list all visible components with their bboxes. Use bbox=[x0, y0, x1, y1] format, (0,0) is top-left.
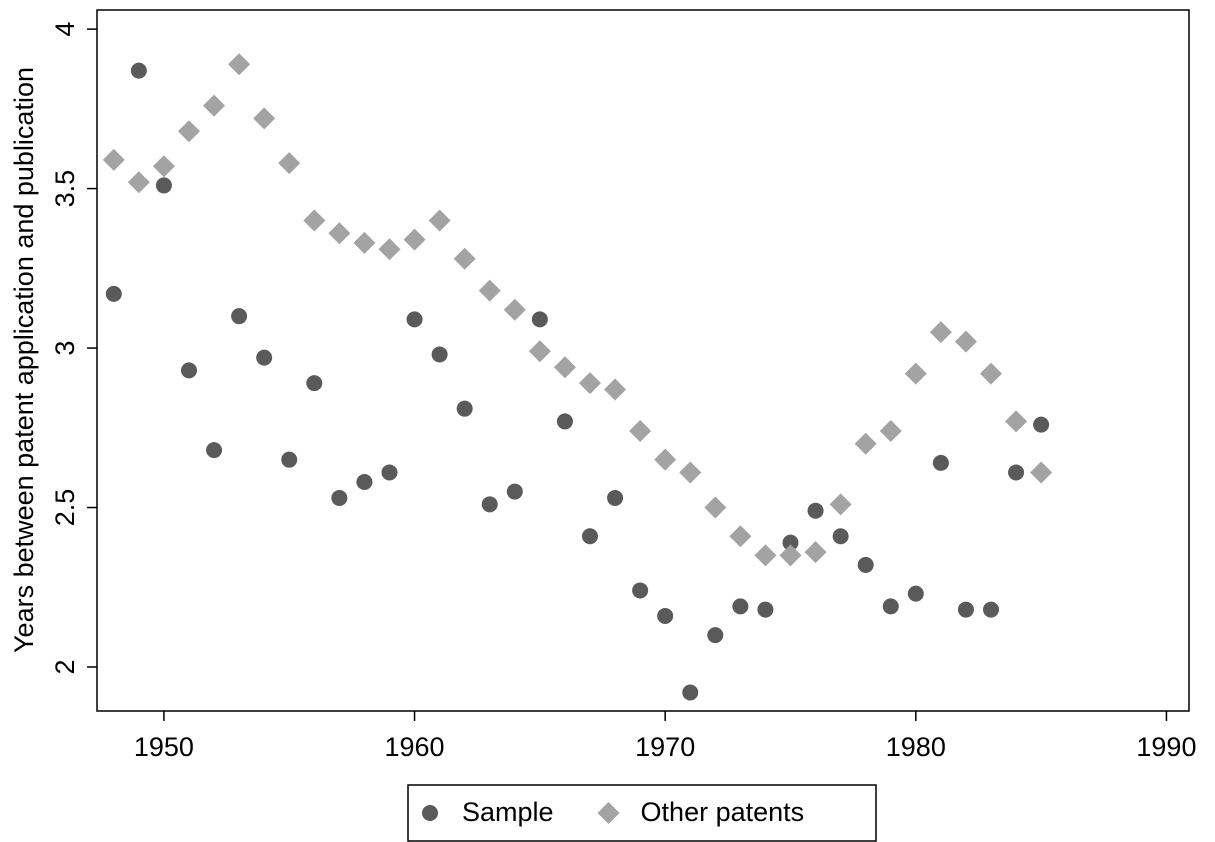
diamond-marker bbox=[679, 461, 702, 484]
diamond-marker bbox=[929, 321, 952, 344]
x-tick-label: 1990 bbox=[1136, 732, 1196, 762]
circle-marker bbox=[105, 285, 122, 302]
circle-marker bbox=[882, 598, 899, 615]
diamond-marker bbox=[654, 448, 677, 471]
legend-box bbox=[407, 784, 877, 842]
circle-marker bbox=[807, 502, 824, 519]
diamond-marker bbox=[303, 209, 326, 232]
y-tick-label: 2 bbox=[50, 659, 80, 674]
x-tick-label: 1960 bbox=[385, 732, 445, 762]
diamond-marker bbox=[854, 432, 877, 455]
circle-marker bbox=[1008, 464, 1025, 481]
x-tick-label: 1980 bbox=[886, 732, 946, 762]
circle-marker bbox=[356, 474, 373, 491]
circle-marker bbox=[581, 528, 598, 545]
diamond-marker bbox=[203, 94, 226, 117]
circle-marker bbox=[782, 534, 799, 551]
circle-marker bbox=[607, 489, 624, 506]
diamond-marker bbox=[980, 362, 1003, 385]
circle-marker bbox=[422, 805, 438, 821]
circle-marker bbox=[932, 454, 949, 471]
x-tick-label: 1970 bbox=[635, 732, 695, 762]
diamond-marker bbox=[754, 544, 777, 567]
circle-marker bbox=[331, 489, 348, 506]
y-tick-label: 3 bbox=[50, 341, 80, 356]
diamond-marker bbox=[954, 330, 977, 353]
diamond-marker bbox=[597, 802, 620, 824]
circle-marker bbox=[983, 601, 1000, 618]
circle-marker bbox=[130, 62, 147, 79]
circle-marker bbox=[657, 607, 674, 624]
plot-frame bbox=[96, 9, 1190, 712]
circle-marker bbox=[155, 177, 172, 194]
legend-label: Other patents bbox=[641, 797, 805, 827]
circle-marker bbox=[957, 601, 974, 618]
y-axis-label: Years between patent application and pub… bbox=[9, 67, 39, 653]
circle-marker bbox=[832, 528, 849, 545]
diamond-marker bbox=[503, 298, 526, 321]
circle-marker bbox=[506, 483, 523, 500]
circle-marker bbox=[180, 362, 197, 379]
diamond-marker bbox=[428, 209, 451, 232]
circle-marker bbox=[531, 311, 548, 328]
diamond-marker bbox=[177, 120, 200, 143]
circle-marker bbox=[406, 311, 423, 328]
diamond-marker bbox=[228, 53, 251, 76]
diamond-marker bbox=[1005, 410, 1028, 433]
circle-marker bbox=[1033, 416, 1050, 433]
diamond-marker bbox=[1030, 461, 1053, 484]
circle-marker bbox=[682, 684, 699, 701]
circle-marker bbox=[256, 349, 273, 366]
circle-marker bbox=[206, 442, 223, 459]
diamond-marker bbox=[604, 378, 627, 401]
circle-marker bbox=[632, 582, 649, 599]
diamond-marker bbox=[253, 107, 276, 130]
y-tick-label: 3.5 bbox=[50, 170, 80, 208]
circle-marker bbox=[857, 556, 874, 573]
circle-marker bbox=[556, 413, 573, 430]
legend-label: Sample bbox=[462, 797, 554, 827]
diamond-marker bbox=[152, 155, 175, 178]
diamond-marker bbox=[578, 372, 601, 395]
diamond-marker bbox=[478, 279, 501, 302]
circle-marker bbox=[707, 627, 724, 644]
x-tick-label: 1950 bbox=[134, 732, 194, 762]
circle-marker bbox=[757, 601, 774, 618]
diamond-marker bbox=[378, 238, 401, 261]
diamond-marker bbox=[328, 222, 351, 245]
diamond-marker bbox=[553, 356, 576, 379]
diamond-marker bbox=[729, 525, 752, 548]
circle-marker bbox=[381, 464, 398, 481]
diamond-marker bbox=[353, 231, 376, 254]
circle-marker bbox=[456, 400, 473, 417]
circle-marker bbox=[281, 451, 298, 468]
diamond-marker bbox=[453, 247, 476, 270]
circle-marker bbox=[907, 585, 924, 602]
diamond-marker bbox=[278, 152, 301, 175]
diamond-marker bbox=[629, 419, 652, 442]
y-tick-label: 2.5 bbox=[50, 489, 80, 527]
diamond-marker bbox=[779, 544, 802, 567]
circle-marker bbox=[732, 598, 749, 615]
diamond-marker bbox=[127, 171, 150, 194]
circle-marker bbox=[481, 496, 498, 513]
diamond-marker bbox=[102, 148, 125, 171]
diamond-marker bbox=[403, 228, 426, 251]
diamond-marker bbox=[904, 362, 927, 385]
diamond-marker bbox=[704, 496, 727, 519]
diamond-marker bbox=[879, 419, 902, 442]
circle-marker bbox=[231, 308, 248, 325]
circle-marker bbox=[306, 375, 323, 392]
diamond-marker bbox=[528, 340, 551, 363]
diamond-marker bbox=[804, 541, 827, 564]
circle-marker bbox=[431, 346, 448, 363]
y-tick-label: 4 bbox=[50, 22, 80, 37]
diamond-marker bbox=[829, 493, 852, 516]
